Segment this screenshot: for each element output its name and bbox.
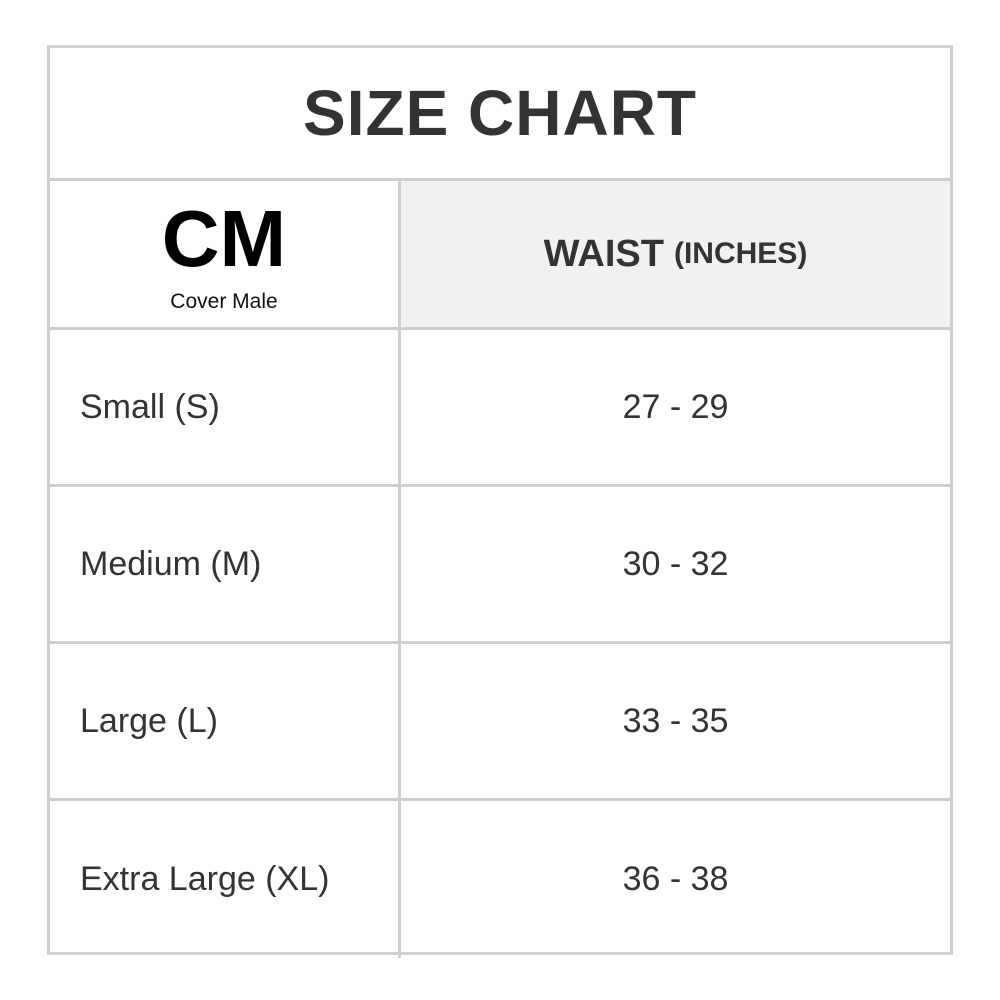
chart-title: SIZE CHART xyxy=(50,48,950,181)
size-chart-table: SIZE CHART CM Cover Male WAIST (INCHES) … xyxy=(47,45,953,958)
waist-unit: (INCHES) xyxy=(673,237,808,270)
table-row: Medium (M) 30 - 32 xyxy=(50,487,950,644)
waist-cell: 30 - 32 xyxy=(622,544,729,583)
logo-mark: CM xyxy=(161,194,287,284)
table-row: Small (S) 27 - 29 xyxy=(50,330,950,487)
size-cell: Small (S) xyxy=(50,330,401,484)
waist-label: WAIST xyxy=(543,232,664,275)
brand-logo: CM Cover Male xyxy=(162,193,286,314)
size-cell: Medium (M) xyxy=(50,487,401,641)
waist-cell: 27 - 29 xyxy=(622,387,729,426)
table-row: Large (L) 33 - 35 xyxy=(50,644,950,801)
waist-cell: 36 - 38 xyxy=(622,860,729,898)
logo-name: Cover Male xyxy=(170,290,278,314)
table-row: Extra Large (XL) 36 - 38 xyxy=(50,801,950,958)
size-cell: Large (L) xyxy=(50,644,401,798)
waist-header: WAIST (INCHES) xyxy=(401,181,950,327)
header-row: CM Cover Male WAIST (INCHES) xyxy=(50,181,950,330)
waist-cell: 33 - 35 xyxy=(622,701,729,740)
logo-cell: CM Cover Male xyxy=(50,181,401,327)
size-cell: Extra Large (XL) xyxy=(50,801,401,958)
